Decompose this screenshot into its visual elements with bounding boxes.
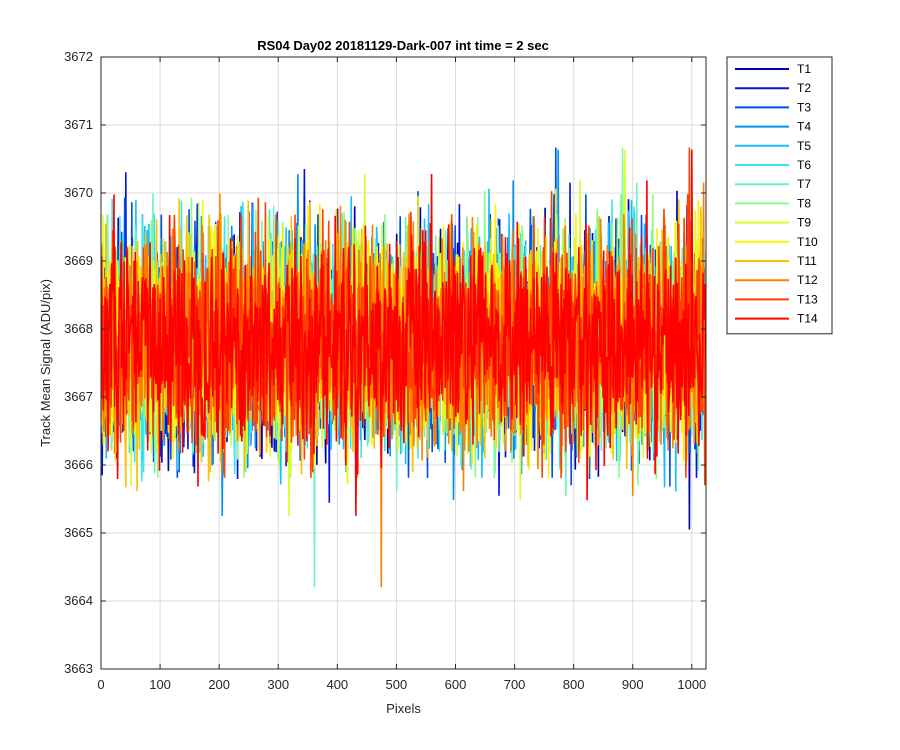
x-tick-label: 200	[208, 677, 230, 692]
legend-label-t13[interactable]: T13	[797, 292, 818, 306]
plot-area	[101, 147, 706, 588]
y-tick-label: 3672	[64, 49, 93, 64]
y-tick-label: 3667	[64, 389, 93, 404]
x-axis-label: Pixels	[386, 701, 421, 716]
chart-title: RS04 Day02 20181129-Dark-007 int time = …	[257, 38, 549, 53]
x-tick-label: 600	[445, 677, 467, 692]
y-tick-label: 3663	[64, 661, 93, 676]
legend-label-t12[interactable]: T12	[797, 273, 818, 287]
legend-label-t1[interactable]: T1	[797, 62, 811, 76]
legend-box	[726, 56, 833, 335]
x-tick-label: 0	[97, 677, 104, 692]
legend[interactable]: T1 T2 T3 T4 T5 T6 T7 T8 T9 T10 T11 T12 T13 T14	[726, 56, 833, 335]
legend-label-t14[interactable]: T14	[797, 312, 818, 326]
x-tick-label: 900	[622, 677, 644, 692]
x-tick-label: 400	[326, 677, 348, 692]
y-tick-label: 3671	[64, 117, 93, 132]
axes-box	[100, 56, 707, 670]
series-line-t14	[101, 149, 706, 516]
y-tick-label: 3665	[64, 525, 93, 540]
y-tick-label: 3668	[64, 321, 93, 336]
legend-label-t2[interactable]: T2	[797, 81, 811, 95]
axis-ticks: 0 100 200 300 400 500 600 700 800 900 1000 3663 3664…	[64, 49, 706, 692]
legend-label-t10[interactable]: T10	[797, 235, 818, 249]
legend-label-t11[interactable]: T11	[797, 254, 817, 268]
legend-label-t5[interactable]: T5	[797, 139, 811, 153]
y-tick-label: 3664	[64, 593, 93, 608]
x-tick-label: 100	[149, 677, 171, 692]
x-tick-label: 1000	[677, 677, 706, 692]
legend-label-t4[interactable]: T4	[797, 120, 811, 134]
x-tick-label: 800	[563, 677, 585, 692]
x-tick-label: 700	[504, 677, 526, 692]
legend-label-t6[interactable]: T6	[797, 158, 811, 172]
legend-label-t3[interactable]: T3	[797, 100, 811, 114]
series-lines	[101, 147, 706, 588]
y-tick-label: 3670	[64, 185, 93, 200]
legend-label-t7[interactable]: T7	[797, 177, 811, 191]
y-tick-label: 3669	[64, 253, 93, 268]
legend-label-t8[interactable]: T8	[797, 196, 811, 210]
y-tick-label: 3666	[64, 457, 93, 472]
x-tick-label: 500	[386, 677, 408, 692]
y-axis-label: Track Mean Signal (ADU/pix)	[38, 279, 53, 447]
x-tick-label: 300	[267, 677, 289, 692]
legend-label-t9[interactable]: T9	[797, 216, 811, 230]
